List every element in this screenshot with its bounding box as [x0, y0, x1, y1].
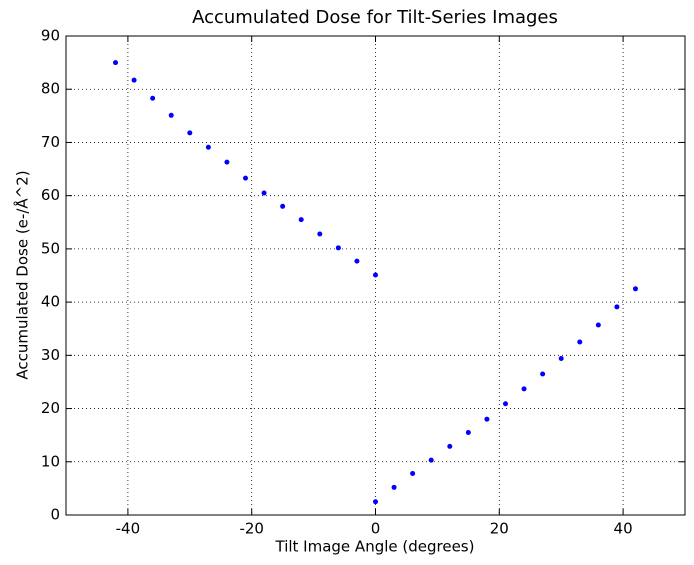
point — [280, 203, 286, 209]
point — [224, 159, 230, 165]
point — [465, 430, 471, 436]
y-tick-label: 90 — [41, 27, 60, 45]
point — [113, 60, 119, 66]
x-tick-label: 0 — [371, 520, 381, 538]
point — [205, 144, 211, 150]
point — [447, 443, 453, 449]
point — [632, 286, 638, 292]
point — [243, 175, 249, 181]
point — [558, 356, 564, 362]
point — [540, 371, 546, 377]
point — [354, 258, 360, 264]
x-tick-label: -40 — [116, 520, 141, 538]
y-tick-label: 30 — [41, 346, 60, 364]
point — [373, 499, 378, 505]
plot-frame — [65, 35, 686, 516]
x-axis-label: Tilt Image Angle (degrees) — [275, 538, 475, 556]
x-tick-label: -20 — [239, 520, 264, 538]
point — [428, 457, 434, 463]
y-tick-label: 40 — [41, 293, 60, 311]
y-tick-label: 80 — [41, 80, 60, 98]
point — [410, 470, 416, 476]
point — [577, 339, 583, 345]
y-tick-label: 0 — [50, 506, 60, 524]
point — [502, 401, 508, 407]
point — [614, 304, 620, 310]
point — [261, 190, 267, 196]
point — [335, 245, 341, 251]
point — [317, 231, 323, 237]
point — [484, 416, 490, 422]
y-tick-label: 50 — [41, 239, 60, 257]
y-tick-label: 20 — [41, 399, 60, 417]
chart-title: Accumulated Dose for Tilt-Series Images — [192, 7, 558, 28]
point — [373, 272, 378, 278]
point — [150, 95, 156, 101]
x-tick-label: 20 — [490, 520, 509, 538]
point — [168, 112, 174, 118]
y-axis-label: Accumulated Dose (e-/Å^2) — [13, 170, 32, 379]
point — [595, 322, 601, 328]
y-tick-label: 70 — [41, 133, 60, 151]
point — [187, 130, 193, 136]
y-tick-label: 10 — [41, 452, 60, 470]
point — [298, 217, 304, 223]
y-tick-label: 60 — [41, 186, 60, 204]
point — [391, 484, 397, 490]
point — [521, 386, 527, 392]
point — [131, 77, 137, 83]
x-tick-label: 40 — [614, 520, 633, 538]
